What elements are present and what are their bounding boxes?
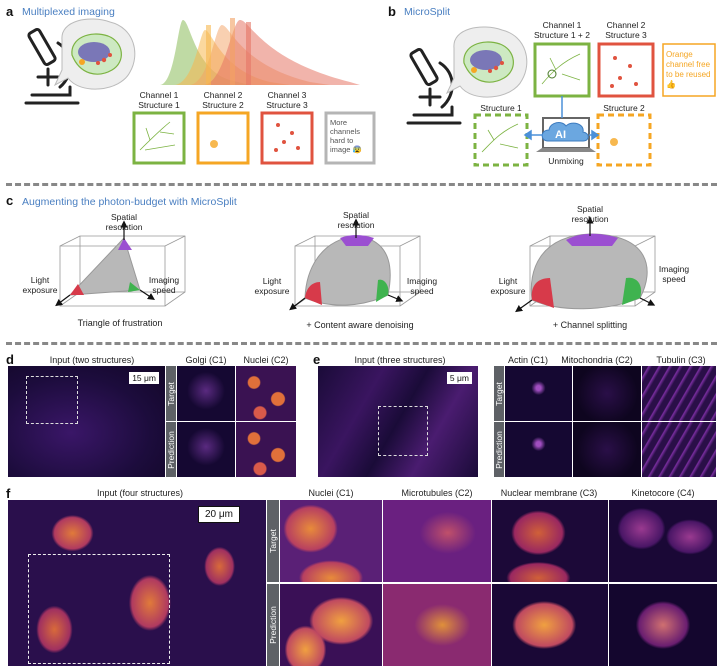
e-input-label: Input (three structures) [354,355,446,365]
a-structure1-label: Structure 1 [138,100,180,110]
b-unmixing-label: Unmixing [548,156,584,166]
f-target-c1 [280,500,382,582]
b-channel1-label: Channel 1 [542,20,582,30]
f-pred-c2 [383,584,491,666]
f-col2-label: Microtubules (C2) [401,488,473,498]
c1-axis-right: Imaging speed [148,275,180,295]
f-crop-box [28,554,170,664]
f-target-c2 [383,500,491,582]
a-structure3-label: Structure 3 [266,100,308,110]
c1-axis-left: Light exposure [22,275,58,295]
arrow-icon [523,96,600,141]
panel-d-letter: d [6,352,14,367]
triangle-cube-1 [55,220,186,307]
f-input-label: Input (four structures) [96,488,184,498]
panel-b-title: MicroSplit [404,6,451,18]
panel-b-letter: b [388,4,396,19]
e-pred-c3 [642,422,716,477]
denoise-cube-2 [289,218,421,311]
c1-axis-top: Spatial resolution [105,212,143,232]
c2-axis-right: Imaging speed [406,276,438,296]
d-input-label: Input (two structures) [49,355,135,365]
e-input-image: 5 μm [318,366,478,477]
more-channels-box [324,111,376,165]
b-structure12-label: Structure 1 + 2 [534,30,590,40]
panel-e-letter: e [313,352,321,367]
b-channel2-label: Channel 2 [606,20,646,30]
c2-caption: + Content aware denoising [306,320,414,330]
b-ai-label: AI [555,129,566,141]
d-input-image: 15 μm [8,366,165,477]
b-structure2-label: Structure 2 [603,103,645,113]
panel-a-letter: a [6,4,14,19]
f-col3-label: Nuclear membrane (C3) [500,488,598,498]
e-col3-label: Tubulin (C3) [656,355,706,365]
split-cube-3 [515,216,656,313]
d-pred-c1 [177,422,235,477]
e-pred-c2 [573,422,641,477]
d-col1-label: Golgi (C1) [185,355,227,365]
f-pred-c4 [609,584,717,666]
separator-ab-c [6,183,717,186]
c3-axis-left: Light exposure [490,276,526,296]
panel-c-letter: c [6,193,14,208]
b-orange-note: Orange channel free to be reused 👍 [666,50,711,89]
a-channel1-label: Channel 1 [139,90,179,100]
channel2-box [196,111,250,165]
a-channel2-label: Channel 2 [203,90,243,100]
e-col2-label: Mitochondria (C2) [561,355,633,365]
d-crop-box [26,376,78,424]
e-row-target: Target [494,366,504,421]
a-channel3-label: Channel 3 [267,90,307,100]
d-scale-bar: 15 μm [129,372,159,384]
e-target-c3 [642,366,716,421]
d-row-prediction: Prediction [166,422,176,477]
e-crop-box [378,406,428,456]
c3-axis-right: Imaging speed [658,264,690,284]
panel-a-title: Multiplexed imaging [22,6,115,18]
d-target-c1 [177,366,235,421]
d-pred-c2 [236,422,296,477]
f-target-c4 [609,500,717,582]
f-row-prediction: Prediction [267,584,279,666]
c1-caption: Triangle of frustration [77,318,163,328]
c3-axis-top: Spatial resolution [571,204,609,224]
cell-icon [445,26,528,98]
e-scale-bar: 5 μm [446,372,472,384]
d-row-target: Target [166,366,176,421]
f-pred-c3 [492,584,608,666]
channel3-box [260,111,314,165]
channel1-box [132,111,186,165]
b-structure1-label: Structure 1 [480,103,522,113]
d-target-c2 [236,366,296,421]
c3-caption: + Channel splitting [552,320,628,330]
e-col1-label: Actin (C1) [507,355,548,365]
f-scale-bar: 20 μm [198,506,240,523]
e-pred-c1 [505,422,572,477]
f-target-c3 [492,500,608,582]
panel-f-letter: f [6,486,11,501]
f-row-target: Target [267,500,279,582]
f-pred-c1 [280,584,382,666]
a-structure2-label: Structure 2 [202,100,244,110]
c2-axis-top: Spatial resolution [337,210,375,230]
spectra-graphic [160,18,360,85]
a-more-channels-text: More channels hard to image 😰 [330,118,362,154]
b-structure3-label: Structure 3 [605,30,647,40]
c2-axis-left: Light exposure [254,276,290,296]
e-target-c2 [573,366,641,421]
f-col4-label: Kinetocore (C4) [631,488,695,498]
f-col1-label: Nuclei (C1) [308,488,354,498]
ai-cloud-icon [541,122,589,142]
e-row-prediction: Prediction [494,422,504,477]
cell-icon [53,18,136,90]
f-input-image: 20 μm [8,500,266,666]
d-col2-label: Nuclei (C2) [243,355,289,365]
separator-c-de [6,342,717,345]
e-target-c1 [505,366,572,421]
panel-c-title: Augmenting the photon-budget with MicroS… [22,196,237,208]
